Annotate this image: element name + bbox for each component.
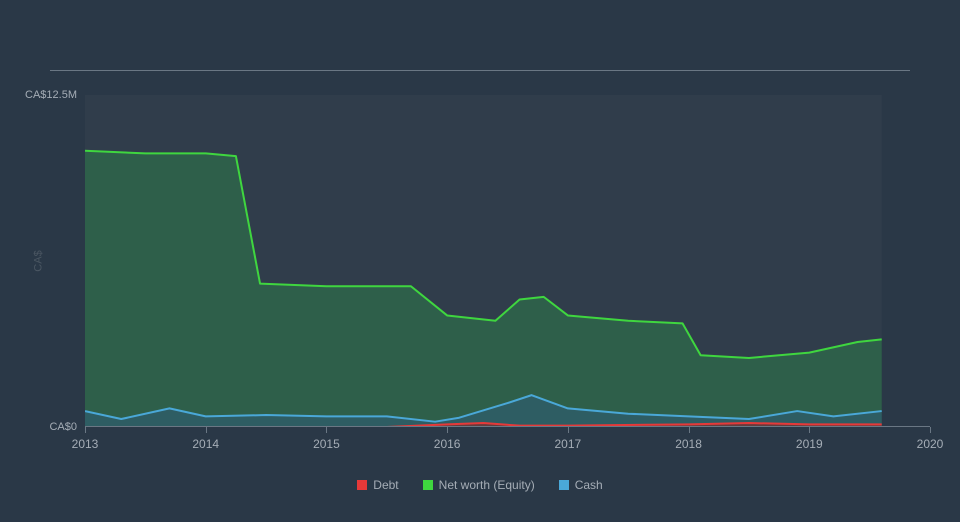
chart-legend: Debt Net worth (Equity) Cash xyxy=(0,478,960,492)
x-axis-tick xyxy=(85,427,86,433)
x-axis-label: 2015 xyxy=(313,437,340,451)
x-axis-label: 2019 xyxy=(796,437,823,451)
x-axis-label: 2013 xyxy=(72,437,99,451)
legend-label: Cash xyxy=(575,478,603,492)
x-axis-label: 2014 xyxy=(192,437,219,451)
divider-line xyxy=(50,70,910,71)
x-axis-tick xyxy=(930,427,931,433)
legend-swatch xyxy=(357,480,367,490)
x-axis-tick xyxy=(447,427,448,433)
x-axis-line xyxy=(85,426,930,427)
legend-item[interactable]: Net worth (Equity) xyxy=(423,478,535,492)
y-axis-label: CA$0 xyxy=(49,421,77,433)
x-axis-tick xyxy=(206,427,207,433)
legend-item[interactable]: Debt xyxy=(357,478,398,492)
x-axis-tick xyxy=(326,427,327,433)
area-chart-svg xyxy=(85,95,930,427)
x-axis-label: 2018 xyxy=(675,437,702,451)
legend-swatch xyxy=(423,480,433,490)
legend-item[interactable]: Cash xyxy=(559,478,603,492)
legend-label: Debt xyxy=(373,478,398,492)
x-axis-tick xyxy=(689,427,690,433)
x-axis-tick xyxy=(809,427,810,433)
x-axis-label: 2016 xyxy=(434,437,461,451)
legend-swatch xyxy=(559,480,569,490)
x-axis-tick xyxy=(568,427,569,433)
x-axis-label: 2020 xyxy=(917,437,944,451)
legend-label: Net worth (Equity) xyxy=(439,478,535,492)
y-axis-title: CA$ xyxy=(33,250,45,271)
x-axis-label: 2017 xyxy=(554,437,581,451)
chart-plot-area: CA$0CA$12.5M2013201420152016201720182019… xyxy=(85,95,930,427)
y-axis-label: CA$12.5M xyxy=(25,89,77,101)
